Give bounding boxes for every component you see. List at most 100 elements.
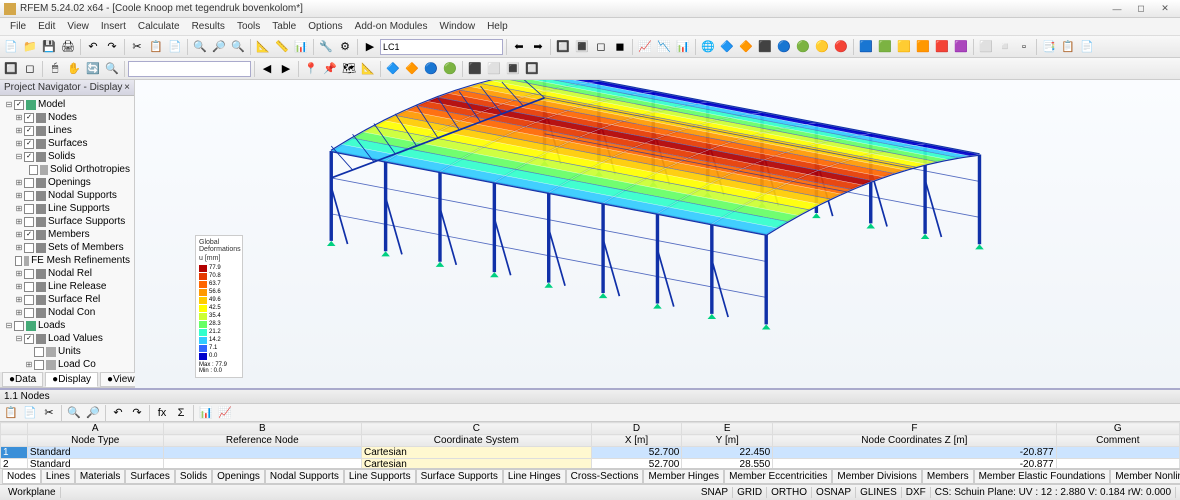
toolbar-button-19[interactable]: 🔶 (403, 60, 421, 78)
tree-node[interactable]: ⊞✓Members (2, 228, 132, 241)
toolbar-button-23[interactable]: ⬛ (466, 60, 484, 78)
toolbar-button-12[interactable]: 🔍 (191, 38, 209, 56)
toolbar-button-23[interactable]: ▶ (361, 38, 379, 56)
menu-help[interactable]: Help (481, 19, 514, 34)
toolbar-button-29[interactable]: 🔲 (554, 38, 572, 56)
toolbar-button-56[interactable]: ▫ (1015, 38, 1033, 56)
data-grid[interactable]: ABCDEFGNode TypeReference NodeCoordinate… (0, 422, 1180, 468)
toolbar-button-48[interactable]: 🟩 (876, 38, 894, 56)
tree-node[interactable]: FE Mesh Refinements (2, 254, 132, 267)
toolbar-button-2[interactable]: 💾 (40, 38, 58, 56)
menu-options[interactable]: Options (302, 19, 348, 34)
menu-file[interactable]: File (4, 19, 32, 34)
table-tool-13[interactable]: 📊 (197, 404, 215, 422)
toolbar-button-17[interactable]: 📏 (273, 38, 291, 56)
tree-node[interactable]: ⊞Surface Supports (2, 215, 132, 228)
menu-tools[interactable]: Tools (231, 19, 266, 34)
toolbar-combo[interactable] (380, 39, 503, 55)
table-tool-2[interactable]: ✂ (40, 404, 58, 422)
tree-node[interactable]: ⊞Nodal Rel (2, 267, 132, 280)
minimize-button[interactable]: — (1106, 2, 1128, 16)
toolbar-button-40[interactable]: 🔶 (737, 38, 755, 56)
data-tab-9[interactable]: Line Hinges (503, 469, 566, 484)
toolbar-button-59[interactable]: 📋 (1059, 38, 1077, 56)
toolbar-button-20[interactable]: 🔵 (422, 60, 440, 78)
toolbar-button-3[interactable]: 🖱 (46, 60, 64, 78)
toolbar-button-47[interactable]: 🟦 (857, 38, 875, 56)
table-tool-5[interactable]: 🔎 (84, 404, 102, 422)
toolbar-button-18[interactable]: 🔷 (384, 60, 402, 78)
table-tool-14[interactable]: 📈 (216, 404, 234, 422)
tree-node[interactable]: ⊞Sets of Members (2, 241, 132, 254)
data-tab-4[interactable]: Solids (175, 469, 212, 484)
toolbar-button-5[interactable]: 🔄 (84, 60, 102, 78)
toolbar-button-16[interactable]: 📐 (254, 38, 272, 56)
status-toggle-grid[interactable]: GRID (733, 487, 767, 498)
toolbar-button-49[interactable]: 🟨 (895, 38, 913, 56)
tree-node[interactable]: Units (2, 345, 132, 358)
table-tool-8[interactable]: ↷ (128, 404, 146, 422)
toolbar-button-8[interactable]: ✂ (128, 38, 146, 56)
table-tool-1[interactable]: 📄 (21, 404, 39, 422)
toolbar-button-58[interactable]: 📑 (1040, 38, 1058, 56)
table-tool-10[interactable]: fx (153, 404, 171, 422)
table-row[interactable]: 2StandardCartesian52.70028.550-20.877 (1, 459, 1180, 469)
data-tab-12[interactable]: Member Eccentricities (724, 469, 832, 484)
tree-node[interactable]: ⊞✓Nodes (2, 111, 132, 124)
tree-node[interactable]: ⊞✓Lines (2, 124, 132, 137)
toolbar-button-39[interactable]: 🔷 (718, 38, 736, 56)
data-tab-8[interactable]: Surface Supports (416, 469, 503, 484)
menu-table[interactable]: Table (266, 19, 302, 34)
data-tab-15[interactable]: Member Elastic Foundations (974, 469, 1111, 484)
toolbar-button-42[interactable]: 🔵 (775, 38, 793, 56)
toolbar-button-43[interactable]: 🟢 (794, 38, 812, 56)
table-tool-11[interactable]: Σ (172, 404, 190, 422)
tree-node[interactable]: ⊞Nodal Con (2, 306, 132, 319)
toolbar-button-1[interactable]: ◻ (21, 60, 39, 78)
navigator-close-icon[interactable]: × (124, 82, 130, 93)
toolbar-button-38[interactable]: 🌐 (699, 38, 717, 56)
data-tab-11[interactable]: Member Hinges (643, 469, 724, 484)
data-tab-1[interactable]: Lines (41, 469, 75, 484)
toolbar-button-55[interactable]: ◽ (996, 38, 1014, 56)
toolbar-combo[interactable] (128, 61, 251, 77)
menu-calculate[interactable]: Calculate (132, 19, 186, 34)
menu-add-on-modules[interactable]: Add-on Modules (349, 19, 434, 34)
data-tab-0[interactable]: Nodes (2, 469, 41, 484)
toolbar-button-24[interactable]: ⬜ (485, 60, 503, 78)
toolbar-button-36[interactable]: 📊 (674, 38, 692, 56)
toolbar-button-15[interactable]: 🗺 (340, 60, 358, 78)
status-toggle-glines[interactable]: GLINES (856, 487, 902, 498)
3d-viewport[interactable]: Global Deformations u [mm] 77.970.863.75… (135, 80, 1180, 388)
tree-node[interactable]: ⊞Line Supports (2, 202, 132, 215)
maximize-button[interactable]: ◻ (1130, 2, 1152, 16)
tree-node[interactable]: ⊞Surface Rel (2, 293, 132, 306)
toolbar-button-20[interactable]: 🔧 (317, 38, 335, 56)
toolbar-button-9[interactable]: 📋 (147, 38, 165, 56)
tree-node[interactable]: ⊟✓Load Values (2, 332, 132, 345)
toolbar-button-26[interactable]: 🔲 (523, 60, 541, 78)
toolbar-button-10[interactable]: ◀ (258, 60, 276, 78)
data-tab-13[interactable]: Member Divisions (832, 469, 921, 484)
data-tab-2[interactable]: Materials (75, 469, 126, 484)
toolbar-button-16[interactable]: 📐 (359, 60, 377, 78)
toolbar-button-27[interactable]: ➡ (529, 38, 547, 56)
toolbar-button-4[interactable]: ✋ (65, 60, 83, 78)
toolbar-button-21[interactable]: 🟢 (441, 60, 459, 78)
tree-node[interactable]: ⊞Openings (2, 176, 132, 189)
toolbar-button-13[interactable]: 📍 (302, 60, 320, 78)
menu-results[interactable]: Results (186, 19, 231, 34)
toolbar-button-18[interactable]: 📊 (292, 38, 310, 56)
data-tab-5[interactable]: Openings (212, 469, 265, 484)
toolbar-button-50[interactable]: 🟧 (914, 38, 932, 56)
toolbar-button-60[interactable]: 📄 (1078, 38, 1096, 56)
status-toggle-snap[interactable]: SNAP (697, 487, 733, 498)
table-tool-4[interactable]: 🔍 (65, 404, 83, 422)
menu-edit[interactable]: Edit (32, 19, 61, 34)
toolbar-button-51[interactable]: 🟥 (933, 38, 951, 56)
toolbar-button-14[interactable]: 🔍 (229, 38, 247, 56)
toolbar-button-14[interactable]: 📌 (321, 60, 339, 78)
toolbar-button-13[interactable]: 🔎 (210, 38, 228, 56)
nav-tab-display[interactable]: ●Display (45, 372, 98, 387)
data-tab-7[interactable]: Line Supports (344, 469, 416, 484)
